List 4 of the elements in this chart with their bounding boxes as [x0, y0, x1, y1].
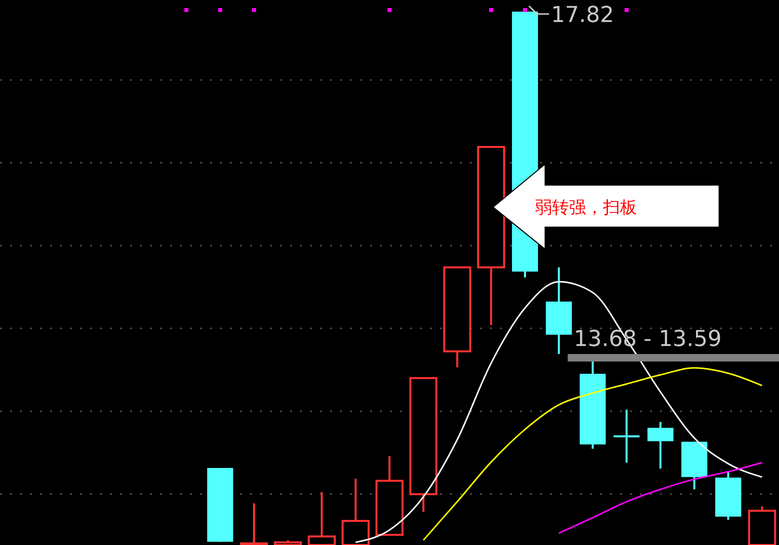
candlestick: [240, 502, 268, 545]
annotation: 17.82: [550, 3, 614, 28]
annotation: 弱转强，扫板: [535, 198, 638, 218]
candlestick: [614, 408, 640, 464]
